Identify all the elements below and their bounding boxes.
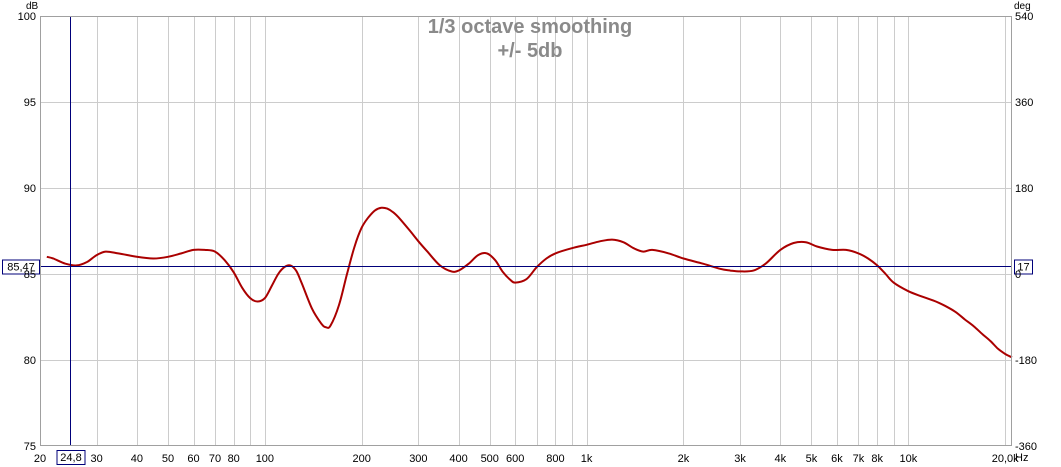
response-curve-line	[46, 206, 1013, 359]
x-tick-label: 8k	[871, 453, 883, 465]
y2-tick-label: 0	[1015, 269, 1021, 281]
cursor-layer: 85,47 17 24,8	[2, 16, 1033, 465]
x-tick-label: 100	[256, 453, 274, 465]
chart-subtitle: +/- 5db	[497, 40, 562, 62]
y-tick-label: 100	[18, 11, 36, 23]
y2-tick-label: -360	[1015, 441, 1037, 453]
x-tick-label: 6k	[831, 453, 843, 465]
y2-tick-label: 180	[1015, 183, 1033, 195]
x-tick-label: 3k	[734, 453, 746, 465]
cursor-x-readout: 24,8	[60, 452, 81, 464]
x-tick-label: 200	[353, 453, 371, 465]
cursor-y2-readout-box	[1014, 259, 1033, 275]
y-tick-label: 90	[24, 183, 36, 195]
x-tick-label: 800	[546, 453, 564, 465]
cursor-y-readout-box	[2, 259, 40, 275]
x-tick-label: 70	[209, 453, 221, 465]
y-tick-label: 75	[24, 441, 36, 453]
y2-axis-unit-label: deg	[1014, 1, 1031, 12]
x-tick-label: 7k	[853, 453, 865, 465]
y2-tick-label: 360	[1015, 97, 1033, 109]
x-tick-label: 5k	[806, 453, 818, 465]
x-axis-unit-label: Hz	[1015, 452, 1028, 464]
y2-tick-label: 540	[1015, 11, 1033, 23]
chart-title: 1/3 octave smoothing	[428, 16, 633, 38]
x-tick-label: 20,0k	[992, 453, 1019, 465]
y-tick-label: 85	[24, 269, 36, 281]
x-tick-label: 1k	[581, 453, 593, 465]
x-tick-label: 300	[409, 453, 427, 465]
x-tick-label: 40	[131, 453, 143, 465]
x-tick-label: 60	[187, 453, 199, 465]
x-tick-label: 50	[162, 453, 174, 465]
x-tick-label: 4k	[774, 453, 786, 465]
cursor-y2-readout: 17	[1017, 262, 1029, 274]
y2-tick-label: -180	[1015, 355, 1037, 367]
grid-layer	[40, 16, 1012, 446]
y-tick-label: 95	[24, 97, 36, 109]
cursor-x-readout-box	[56, 450, 86, 465]
y-axis-unit-label: dB	[26, 1, 39, 12]
x-tick-label: 500	[481, 453, 499, 465]
x-tick-label: 20	[34, 453, 46, 465]
x-tick-label: 600	[506, 453, 524, 465]
plot-frame	[40, 16, 1012, 446]
x-tick-label: 80	[228, 453, 240, 465]
x-tick-label: 400	[449, 453, 467, 465]
axis-layer: 75 80 85 90 95 100 -360 -180 0 180 360 540 20 30 40 50 6…	[18, 11, 1037, 465]
curve-layer	[46, 206, 1013, 359]
x-tick-label: 2k	[678, 453, 690, 465]
y-tick-label: 80	[24, 355, 36, 367]
x-tick-label: 30	[91, 453, 103, 465]
label-layer: 1/3 octave smoothing +/- 5db dB deg Hz	[26, 1, 1031, 464]
cursor-y-readout: 85,47	[7, 262, 35, 274]
x-tick-label: 10k	[899, 453, 917, 465]
